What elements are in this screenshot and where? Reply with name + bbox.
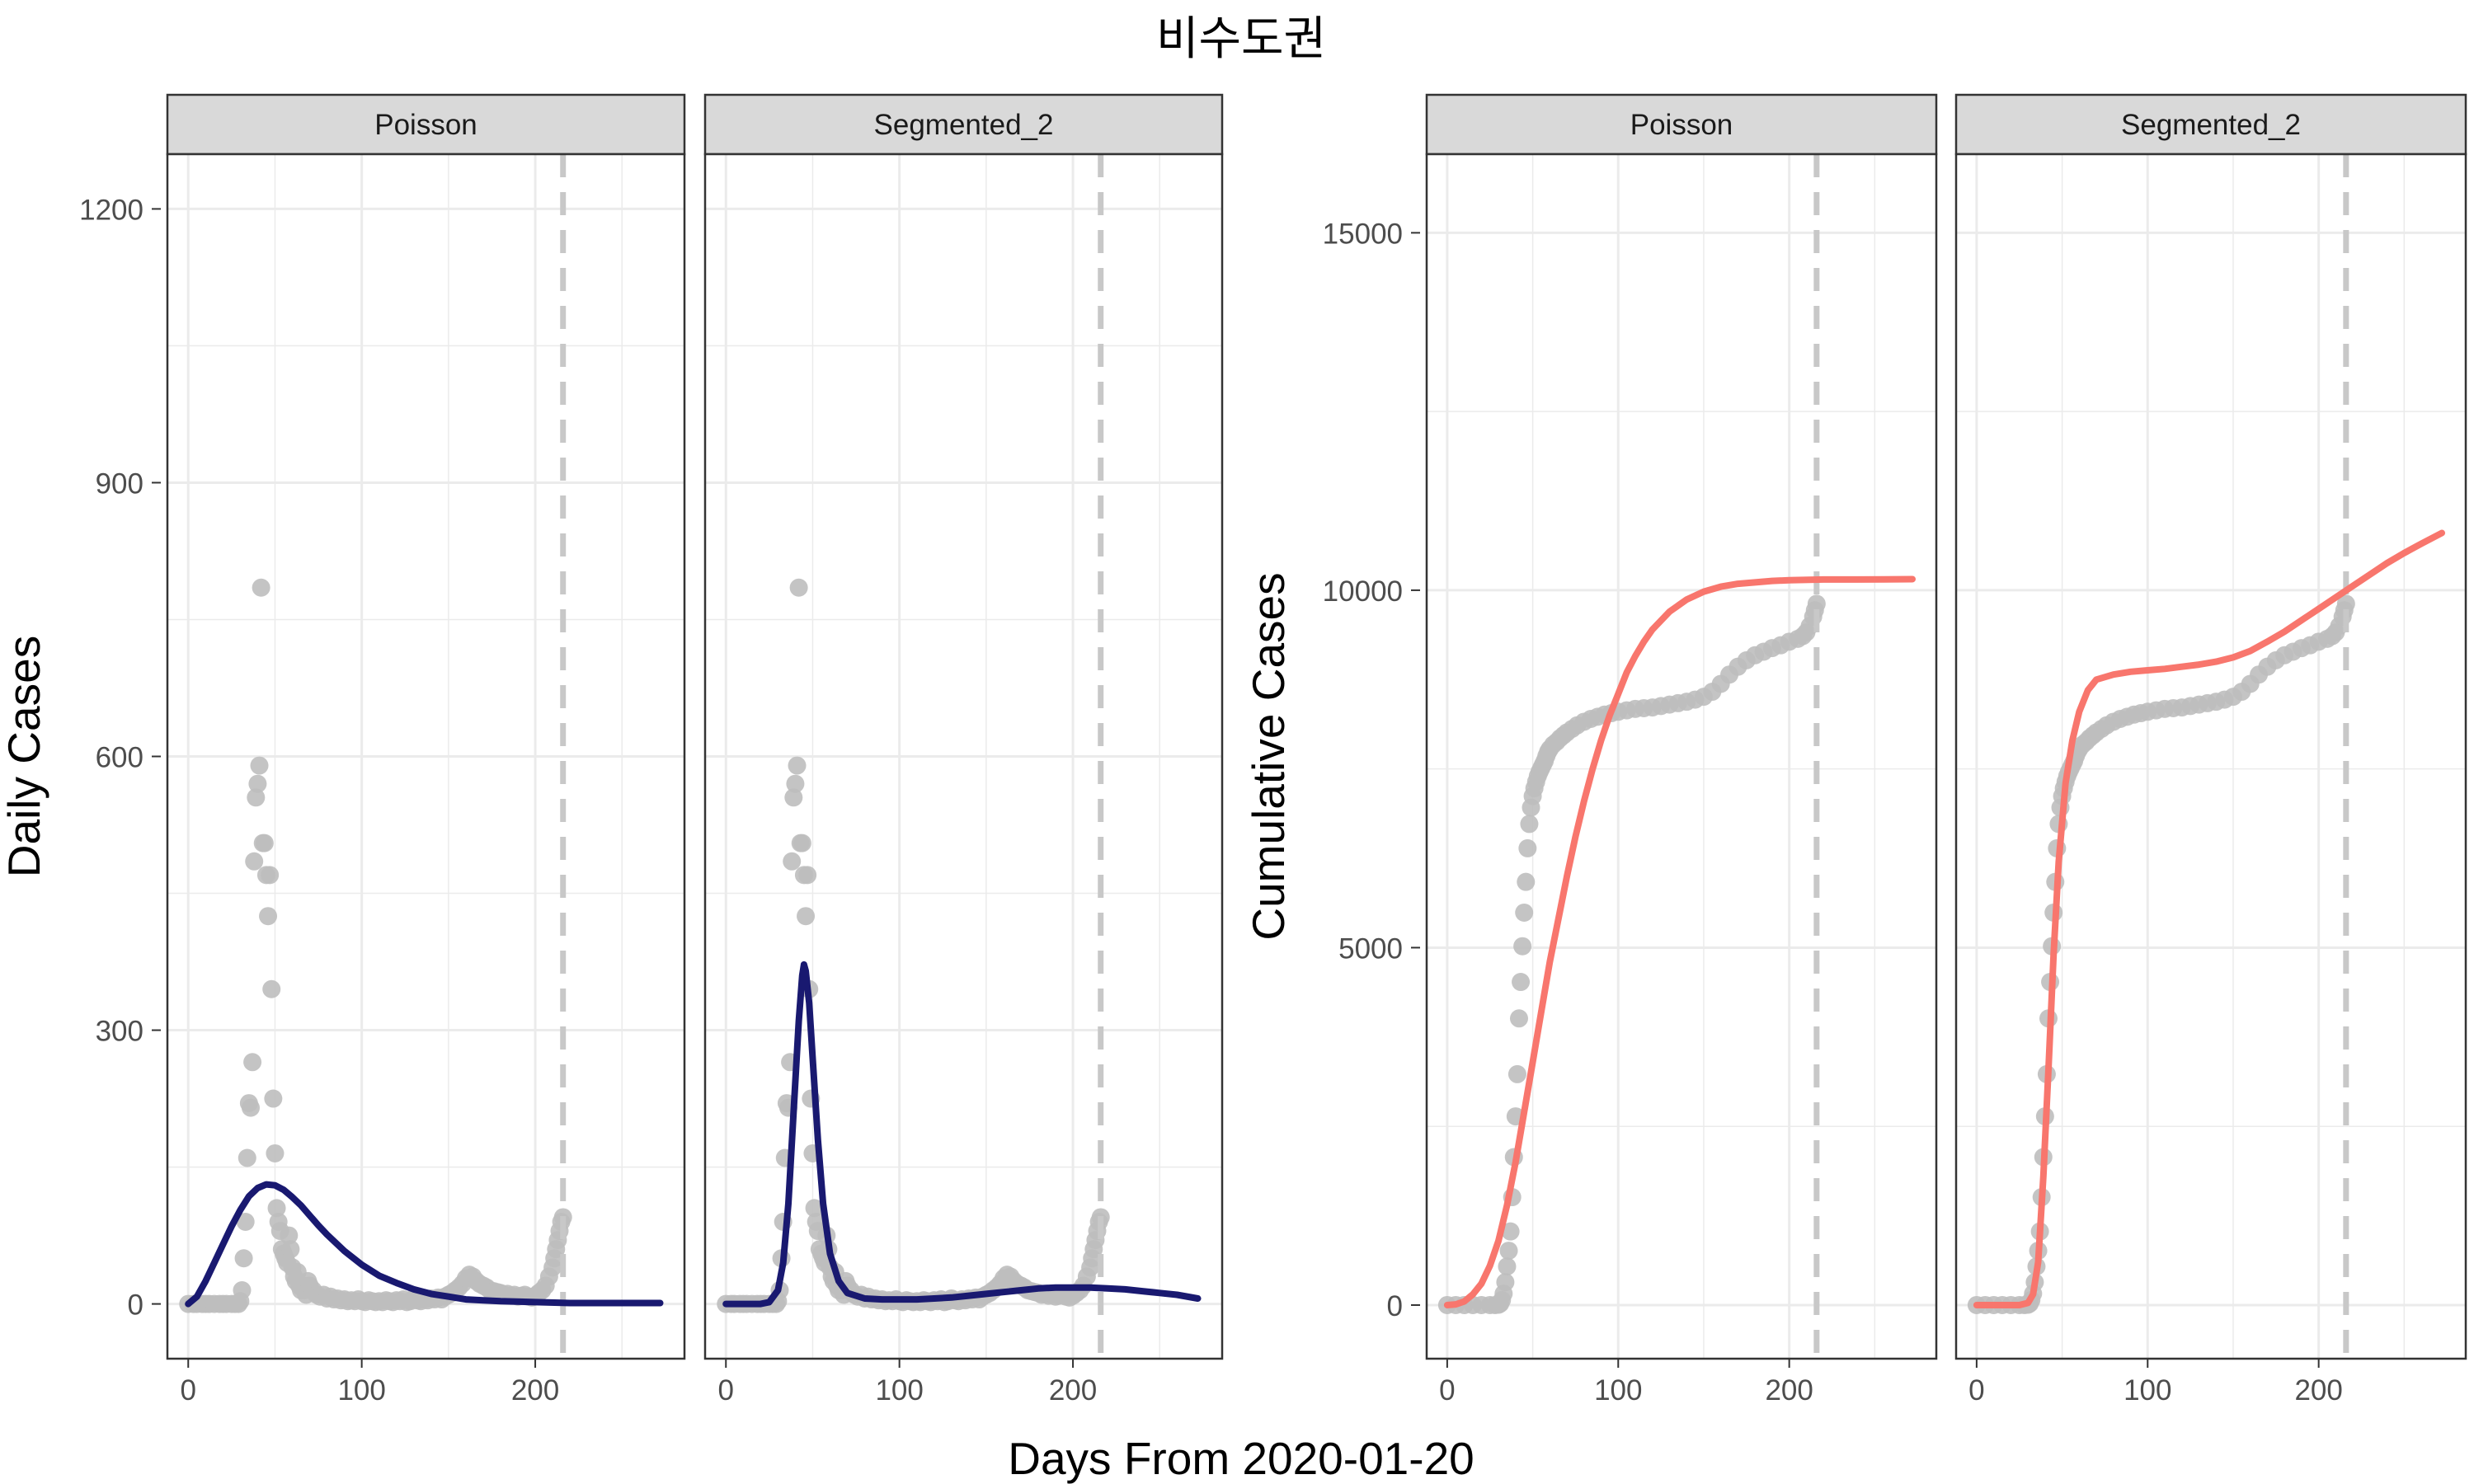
observed-point — [1512, 973, 1531, 992]
panel-poisson: Poisson 0 100 200 — [166, 93, 686, 1407]
observed-point — [797, 907, 816, 926]
observed-point — [243, 1053, 262, 1072]
observed-point — [262, 979, 281, 998]
x-tick-label: 100 — [875, 1374, 923, 1407]
y-tick-label: 300 — [96, 1016, 143, 1048]
observed-point — [241, 1098, 260, 1117]
observed-point — [1518, 838, 1537, 857]
observed-point — [805, 1199, 824, 1218]
fitted-line — [1443, 575, 1916, 1308]
x-tick-label: 200 — [1049, 1374, 1097, 1407]
x-tick-label: 0 — [718, 1374, 734, 1407]
x-tick-label: 0 — [1968, 1374, 1984, 1407]
panel-background — [1956, 154, 2466, 1359]
facet-strip — [703, 93, 1224, 156]
facet-strip-label: Segmented_2 — [874, 109, 1054, 141]
observed-point — [1520, 815, 1539, 834]
observed-point — [234, 1249, 253, 1268]
panel-border — [1425, 153, 1938, 1360]
observed-point — [1807, 594, 1826, 613]
panel-background — [1427, 154, 1936, 1359]
y-axis-title: Cumulative Cases — [1243, 572, 1294, 940]
panel-border — [703, 153, 1224, 1360]
observed-point — [2336, 594, 2355, 613]
observed-point — [247, 788, 266, 807]
observed-point — [233, 1280, 252, 1299]
x-axis-title: Days From 2020-01-20 — [1008, 1433, 1475, 1484]
observed-point — [798, 866, 817, 885]
observed-point — [793, 834, 811, 852]
panel-segmented-2: Segmented_2 0 100 200 — [703, 93, 1224, 1407]
x-tick-label: 100 — [1594, 1374, 1642, 1407]
x-tick-label: 0 — [181, 1374, 196, 1407]
fitted-line — [722, 960, 1202, 1308]
facet-strip-label: Poisson — [1630, 109, 1733, 141]
y-axis-title: Daily Cases — [0, 636, 49, 877]
observed-point — [259, 907, 278, 926]
observed-point — [250, 756, 269, 775]
observed-point — [1507, 1064, 1526, 1083]
panel-poisson: Poisson 0 100 200 — [1425, 93, 1938, 1407]
chart-cumulative: Cumulative Cases 0 5000 10000 15000 Poisson 0 1… — [1243, 93, 2467, 1407]
observed-point — [1509, 1009, 1528, 1028]
x-tick-label: 100 — [337, 1374, 385, 1407]
observed-point — [789, 578, 808, 597]
observed-point — [238, 1148, 256, 1167]
y-tick-label: 1200 — [79, 194, 143, 226]
observed-point — [1499, 1242, 1518, 1261]
observed-point — [236, 1212, 255, 1231]
observed-point — [252, 578, 270, 597]
x-tick-label: 100 — [2124, 1374, 2171, 1407]
x-tick-label: 200 — [511, 1374, 559, 1407]
observed-point — [264, 1089, 283, 1108]
fitted-line — [1973, 529, 2445, 1308]
observed-point — [261, 866, 280, 885]
panel-segmented-2: Segmented_2 0 100 200 — [1954, 93, 2467, 1407]
observed-point — [1515, 903, 1534, 922]
facet-strip — [1954, 93, 2467, 156]
x-tick-label: 200 — [1765, 1374, 1813, 1407]
observed-point — [280, 1226, 299, 1245]
observed-point — [1496, 1273, 1515, 1292]
fitted-line — [185, 1181, 664, 1308]
observed-point — [267, 1199, 286, 1218]
panel-border — [166, 153, 686, 1360]
observed-point — [266, 1144, 285, 1162]
x-tick-label: 0 — [1439, 1374, 1455, 1407]
y-tick-label: 900 — [96, 467, 143, 500]
observed-point — [783, 852, 802, 871]
observed-point — [255, 834, 274, 852]
observed-point — [245, 852, 264, 871]
y-tick-label: 15000 — [1323, 218, 1403, 250]
observed-point — [784, 788, 803, 807]
observed-point — [1517, 872, 1536, 891]
facet-strip-label: Poisson — [374, 109, 477, 141]
observed-point — [786, 774, 805, 793]
facet-strip — [1425, 93, 1938, 156]
y-tick-label: 5000 — [1338, 932, 1403, 965]
figure-title: 비수도권 — [1156, 12, 1326, 64]
y-tick-label: 0 — [128, 1289, 143, 1322]
y-tick-label: 600 — [96, 742, 143, 774]
facet-strip-label: Segmented_2 — [2121, 109, 2301, 141]
y-tick-label: 0 — [1387, 1290, 1403, 1322]
x-tick-label: 200 — [2294, 1374, 2342, 1407]
observed-point — [1498, 1257, 1517, 1276]
panel-border — [1954, 153, 2467, 1360]
observed-point — [1513, 937, 1532, 956]
observed-point — [788, 756, 807, 775]
observed-point — [248, 774, 267, 793]
observed-point — [1501, 1222, 1520, 1241]
y-tick-label: 10000 — [1323, 575, 1403, 608]
observed-point — [281, 1240, 300, 1259]
